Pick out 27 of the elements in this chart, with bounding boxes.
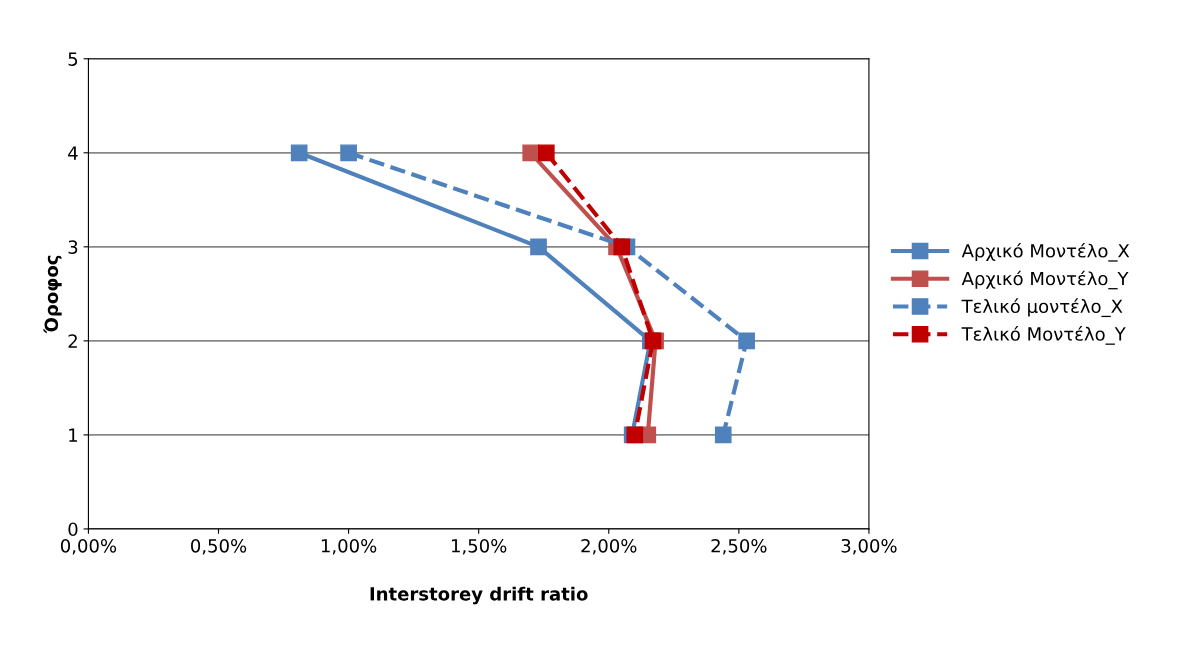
x-tick-label: 2,50% <box>711 538 767 555</box>
x-tick-label: 0,00% <box>60 538 117 555</box>
y-tick-label: 3 <box>68 240 78 254</box>
point <box>613 238 631 256</box>
legend-label: Τελικό μοντέλο_Χ <box>961 298 1123 318</box>
legend-label: Τελικό Μοντέλο_Υ <box>961 326 1126 345</box>
point <box>340 144 357 162</box>
y-tick-label: 2 <box>68 334 77 348</box>
point <box>537 144 555 162</box>
x-tick-label: 3,00% <box>841 538 897 555</box>
y-tick-label: 1 <box>69 428 78 442</box>
x-tick-label: 1,50% <box>451 538 507 555</box>
x-tick-label: 0,50% <box>191 538 247 555</box>
y-tick-label: 5 <box>68 52 78 66</box>
x-axis-title: Interstorey drift ratio <box>370 586 588 605</box>
y-tick-label: 0 <box>68 522 78 537</box>
point <box>714 426 732 444</box>
point <box>522 144 540 162</box>
point <box>530 238 547 256</box>
x-tick-label: 2,00% <box>581 538 637 555</box>
legend-label: Αρχικό Μοντέλο_Υ <box>961 270 1129 290</box>
point <box>738 332 755 350</box>
y-axis-title: Όροφος <box>43 255 62 334</box>
y-tick-label: 4 <box>68 146 78 160</box>
x-tick-label: 1,00% <box>321 538 377 555</box>
point <box>290 144 308 162</box>
legend-label: Αρχικό Μοντέλο_Χ <box>961 242 1130 262</box>
